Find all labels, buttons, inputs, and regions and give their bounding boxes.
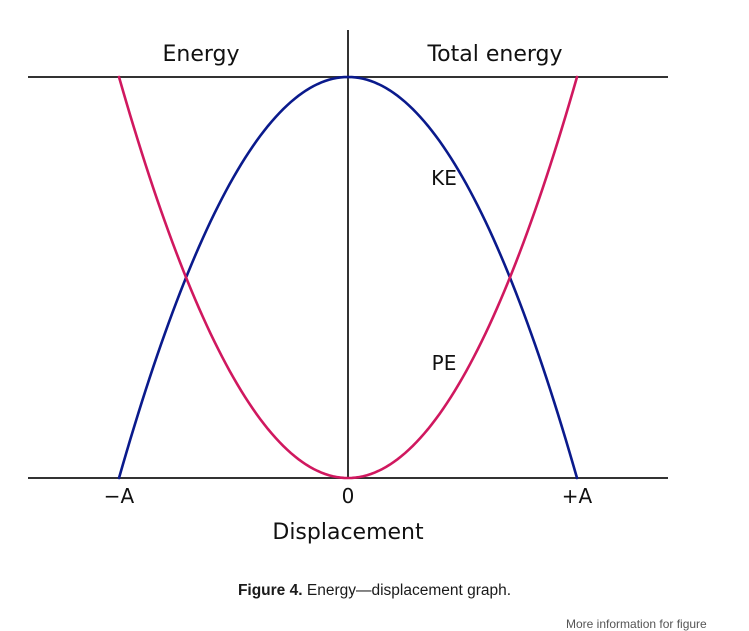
x-axis-label: Displacement [272, 520, 424, 545]
chart-curves [117, 75, 579, 480]
figure-caption: Figure 4. Energy—displacement graph. [0, 582, 749, 600]
series-label-pe: PE [432, 351, 457, 375]
series-label-ke: KE [431, 166, 457, 190]
x-tick-label: −A [104, 484, 135, 508]
chart-labels: Energy Total energy KE PE −A 0 +A Displacement [104, 42, 593, 545]
series-line-ke [117, 75, 579, 480]
series-line-pe [117, 75, 579, 480]
x-tick-label: 0 [342, 484, 355, 508]
y-axis-label: Energy [162, 42, 239, 67]
x-tick-label: +A [562, 484, 593, 508]
figure-caption-text: Energy—displacement graph. [306, 582, 512, 599]
figure-caption-label: Figure 4. [237, 582, 303, 599]
total-energy-label: Total energy [426, 42, 562, 67]
footnote-text: More information for figure [566, 617, 707, 631]
